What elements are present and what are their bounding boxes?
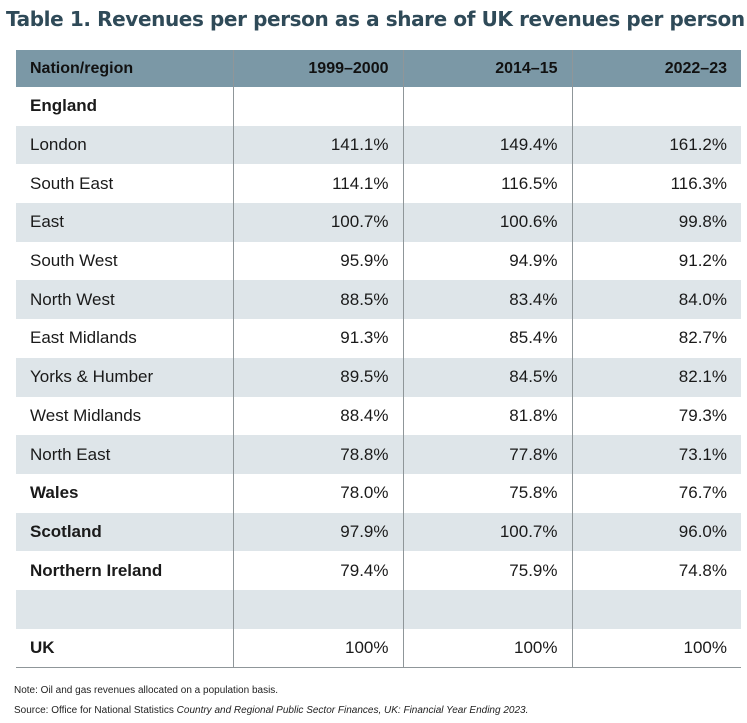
row-label: East: [30, 212, 65, 232]
row-value: [232, 589, 403, 629]
column-header-nation-region: Nation/region: [30, 59, 134, 77]
row-label: Northern Ireland: [30, 560, 163, 580]
row-value: [402, 589, 572, 629]
table-row: Wales 78.0% 75.8% 76.7%: [16, 473, 741, 513]
table-row: [16, 589, 741, 629]
table-row: West Midlands 88.4% 81.8% 79.3%: [16, 396, 741, 436]
row-value: 82.1%: [571, 357, 741, 397]
row-value: 77.8%: [402, 435, 572, 474]
row-value: 78.0%: [232, 473, 403, 513]
row-label: Scotland: [30, 521, 102, 541]
row-value: 84.0%: [571, 280, 741, 320]
row-value: 100.6%: [402, 203, 572, 242]
table-row: East 100.7% 100.6% 99.8%: [16, 203, 741, 242]
table-header-row: Nation/region 1999–2000 2014–15 2022–23: [16, 50, 741, 87]
row-value: 114.1%: [232, 164, 403, 204]
row-label: South West: [30, 251, 118, 271]
table-row: Scotland 97.9% 100.7% 96.0%: [16, 512, 741, 552]
revenue-table: Nation/region 1999–2000 2014–15 2022–23 …: [16, 50, 741, 668]
row-value: 100.7%: [402, 512, 572, 552]
row-value: [571, 87, 741, 126]
column-header-1999-2000: 1999–2000: [232, 50, 403, 87]
row-value: 100.7%: [232, 203, 403, 242]
row-value: 74.8%: [571, 551, 741, 590]
row-value: [232, 87, 403, 126]
row-value: 100%: [402, 628, 572, 668]
table-row: North West 88.5% 83.4% 84.0%: [16, 280, 741, 320]
row-value: 100%: [232, 628, 403, 668]
row-value: 75.8%: [402, 473, 572, 513]
row-value: 88.5%: [232, 280, 403, 320]
table-row: England: [16, 87, 741, 126]
table-row: Northern Ireland 79.4% 75.9% 74.8%: [16, 551, 741, 590]
row-value: 89.5%: [232, 357, 403, 397]
row-value: 84.5%: [402, 357, 572, 397]
row-value: 100%: [571, 628, 741, 668]
table-row: South East 114.1% 116.5% 116.3%: [16, 164, 741, 204]
row-value: 94.9%: [402, 241, 572, 281]
table-body: England London 141.1% 149.4% 161.2% South Eas…: [16, 87, 741, 668]
row-value: 81.8%: [402, 396, 572, 436]
table-row: London 141.1% 149.4% 161.2%: [16, 125, 741, 165]
row-value: 161.2%: [571, 125, 741, 165]
row-value: 91.3%: [232, 319, 403, 358]
row-value: 79.4%: [232, 551, 403, 590]
row-value: 97.9%: [232, 512, 403, 552]
table-row: Yorks & Humber 89.5% 84.5% 82.1%: [16, 357, 741, 397]
row-label: East Midlands: [30, 328, 137, 348]
footnote: Note: Oil and gas revenues allocated on …: [14, 685, 279, 696]
row-label: South East: [30, 173, 114, 193]
row-value: 95.9%: [232, 241, 403, 281]
row-value: 83.4%: [402, 280, 572, 320]
source-publication-title: Country and Regional Public Sector Finan…: [176, 705, 529, 716]
row-value: 73.1%: [571, 435, 741, 474]
row-value: 76.7%: [571, 473, 741, 513]
row-label: England: [30, 96, 98, 116]
row-label: [16, 590, 233, 629]
row-value: 99.8%: [571, 203, 741, 242]
row-label: London: [30, 135, 87, 155]
row-label: Yorks & Humber: [30, 367, 154, 387]
row-label: UK: [16, 628, 233, 668]
row-value: 79.3%: [571, 396, 741, 436]
row-value: 82.7%: [571, 319, 741, 358]
table-title: Table 1. Revenues per person as a share …: [6, 7, 745, 31]
row-value: [402, 87, 572, 126]
row-value: 78.8%: [232, 435, 403, 474]
table-row: East Midlands 91.3% 85.4% 82.7%: [16, 319, 741, 358]
row-label: West Midlands: [30, 405, 142, 425]
table-row: UK 100% 100% 100%: [16, 628, 741, 668]
row-value: 141.1%: [232, 125, 403, 165]
row-value: [571, 589, 741, 629]
row-label: North East: [30, 444, 111, 464]
row-value: 91.2%: [571, 241, 741, 281]
row-label: Wales: [30, 483, 79, 503]
row-value: 88.4%: [232, 396, 403, 436]
source-prefix: Source: Office for National Statistics: [14, 705, 177, 716]
table-row: South West 95.9% 94.9% 91.2%: [16, 241, 741, 281]
row-value: 116.5%: [402, 164, 572, 204]
row-label: North West: [30, 289, 115, 309]
row-value: 116.3%: [571, 164, 741, 204]
row-value: 96.0%: [571, 512, 741, 552]
source-line: Source: Office for National Statistics C…: [14, 705, 528, 716]
row-value: 85.4%: [402, 319, 572, 358]
column-header-2014-15: 2014–15: [402, 50, 572, 87]
row-value: 75.9%: [402, 551, 572, 590]
column-header-2022-23: 2022–23: [571, 50, 741, 87]
table-row: North East 78.8% 77.8% 73.1%: [16, 435, 741, 474]
row-value: 149.4%: [402, 125, 572, 165]
